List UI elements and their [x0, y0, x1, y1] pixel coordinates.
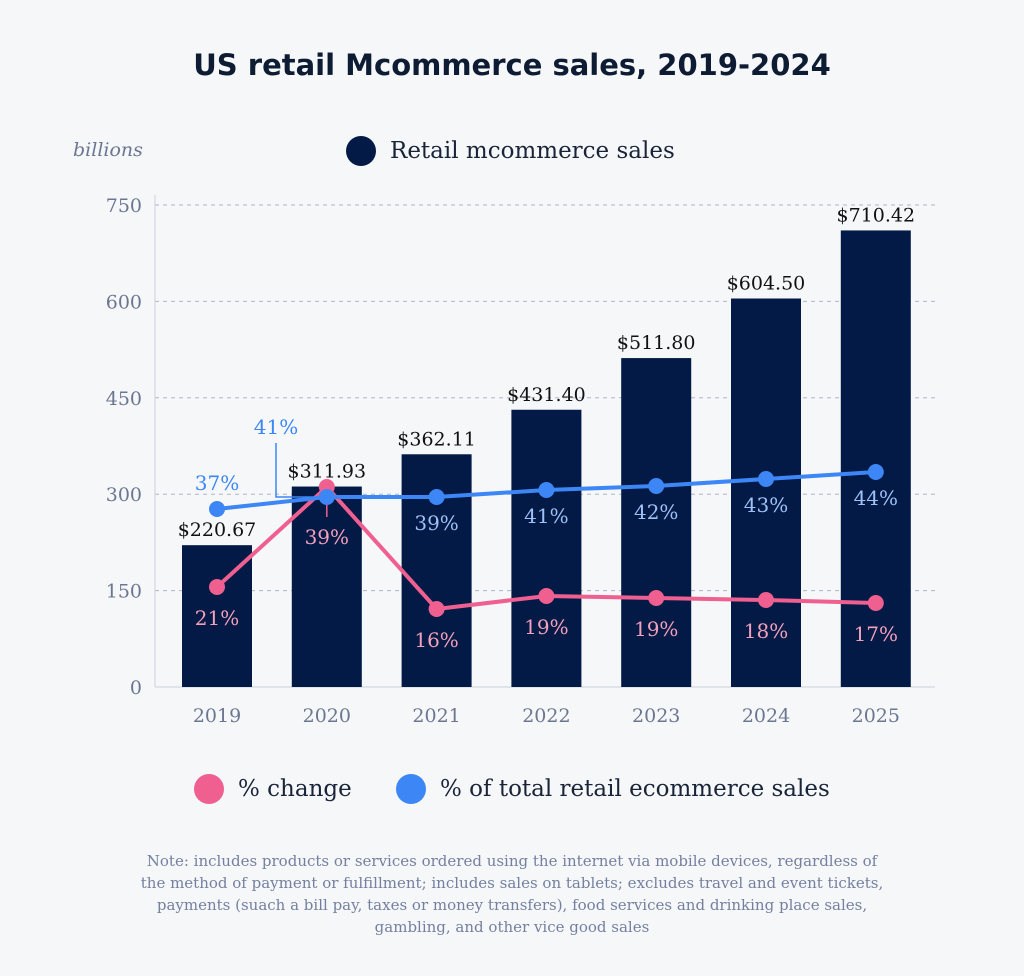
bar — [840, 230, 911, 687]
percent-change-point — [209, 579, 225, 595]
percent-change-point — [428, 601, 445, 617]
y-tick-label: 300 — [106, 484, 142, 506]
y-tick-label: 750 — [106, 195, 142, 217]
percent-change-point — [538, 588, 555, 604]
percent-change-label: 21% — [195, 606, 239, 630]
bar-value-label: $362.11 — [397, 428, 476, 450]
footnote: Note: includes products or services orde… — [140, 852, 884, 936]
bar — [621, 358, 692, 687]
y-tick-label: 450 — [106, 388, 142, 410]
x-tick-label: 2020 — [303, 705, 351, 727]
bar — [731, 298, 801, 687]
percent-total-point — [538, 482, 555, 498]
percent-total-label: 39% — [414, 511, 458, 535]
legend-swatch-percent-change — [194, 774, 224, 804]
y-tick-label: 600 — [106, 291, 142, 313]
percent-change-label: 16% — [414, 628, 458, 652]
percent-change-label: 39% — [305, 525, 349, 549]
percent-total-point — [867, 464, 884, 480]
bar-value-label: $431.40 — [507, 384, 586, 406]
legend-item-percent-change: % change — [194, 774, 352, 804]
percent-total-point — [758, 471, 774, 487]
x-tick-label: 2023 — [632, 705, 680, 727]
y-tick-label: 0 — [130, 677, 142, 699]
chart-title: US retail Mcommerce sales, 2019-2024 — [193, 48, 831, 82]
x-tick-label: 2021 — [412, 705, 460, 727]
percent-total-label: 37% — [195, 471, 239, 495]
bar-value-label: $604.50 — [727, 273, 806, 295]
legend-item-mcommerce-sales: Retail mcommerce sales — [346, 136, 675, 166]
bar — [291, 486, 362, 687]
legend-swatch-percent-total — [396, 774, 426, 804]
bar-value-label: $511.80 — [617, 332, 696, 354]
x-tick-label: 2019 — [193, 705, 241, 727]
bar-value-label: $710.42 — [837, 204, 916, 226]
legend-swatch-mcommerce — [346, 136, 376, 166]
percent-change-point — [648, 590, 665, 606]
percent-total-label: 44% — [854, 486, 898, 510]
legend-label: % of total retail ecommerce sales — [440, 776, 830, 802]
legend-item-percent-total: % of total retail ecommerce sales — [396, 774, 830, 804]
percent-total-point — [648, 478, 665, 494]
percent-total-point — [428, 489, 445, 505]
percent-total-label: 41% — [254, 415, 298, 439]
y-tick-label: 150 — [106, 581, 142, 603]
x-tick-label: 2022 — [522, 705, 570, 727]
bar — [511, 409, 582, 687]
bar-value-label: $220.67 — [178, 519, 257, 541]
percent-total-point — [209, 501, 225, 517]
percent-total-label: 42% — [634, 500, 678, 524]
percent-total-label: 41% — [524, 504, 568, 528]
x-tick-label: 2025 — [852, 705, 900, 727]
percent-change-label: 19% — [634, 617, 678, 641]
percent-change-label: 19% — [524, 615, 568, 639]
bar-value-label: $311.93 — [288, 461, 367, 483]
x-tick-label: 2024 — [742, 705, 790, 727]
legend-label: Retail mcommerce sales — [390, 138, 675, 164]
legend-label: % change — [238, 776, 352, 802]
percent-total-label: 43% — [744, 493, 788, 517]
percent-change-label: 17% — [854, 622, 898, 646]
bar — [182, 545, 252, 687]
percent-change-point — [867, 595, 884, 611]
percent-change-point — [758, 592, 774, 608]
percent-total-point — [318, 489, 335, 505]
leader-line — [275, 443, 327, 498]
percent-change-label: 18% — [744, 619, 788, 643]
y-axis-unit-label: billions — [73, 139, 143, 161]
